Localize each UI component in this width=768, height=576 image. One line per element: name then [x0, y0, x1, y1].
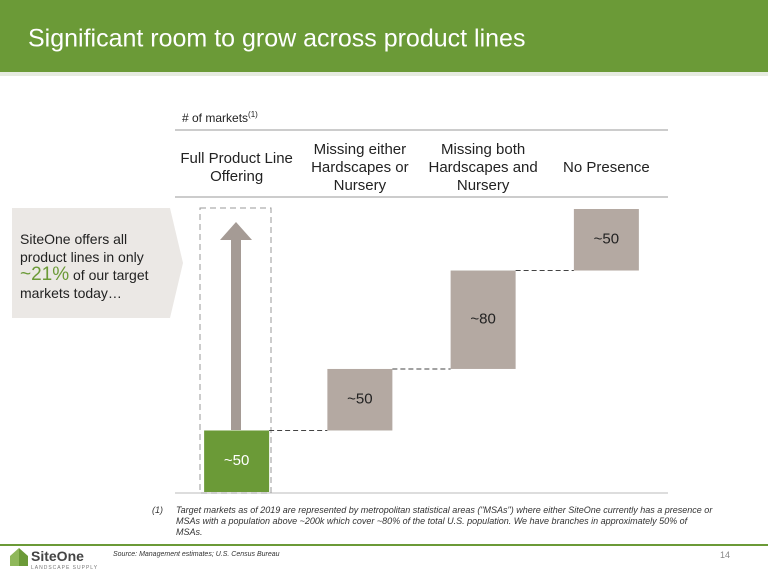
footnote: Target markets as of 2019 are represente… — [176, 505, 713, 537]
category-label: Missing both Hardscapes and Nursery — [428, 141, 538, 194]
bar — [573, 209, 639, 271]
callout-shape — [12, 208, 183, 318]
category-label: No Presence — [563, 159, 650, 176]
category-label: Missing either Hardscapes or Nursery — [311, 141, 409, 194]
bar — [204, 430, 270, 492]
growth-arrow — [220, 222, 252, 430]
slide-title: Significant room to grow across product … — [28, 25, 525, 53]
axis-label-note: (1) — [248, 110, 258, 119]
value-label: ~80 — [470, 311, 495, 328]
callout-highlight: ~21% — [20, 264, 70, 285]
source: Source: Management estimates; U.S. Censu… — [113, 551, 280, 558]
highlight-box — [199, 207, 272, 494]
callout: SiteOne offers all product lines in only… — [20, 230, 170, 302]
logo-icon — [10, 548, 28, 566]
category-label: Full Product Line Offering — [180, 150, 293, 185]
bar — [450, 270, 516, 369]
logo-name: SiteOne — [31, 548, 84, 564]
logo-tagline: LANDSCAPE SUPPLY — [31, 565, 99, 571]
bar — [327, 368, 393, 431]
value-label: ~50 — [594, 231, 619, 248]
callout-text: of our target markets today… — [20, 267, 149, 301]
header-rule — [0, 72, 768, 76]
axis-label: # of markets(1) — [182, 110, 258, 125]
callout-text: SiteOne offers all product lines in only — [20, 231, 144, 265]
axis-label-text: # of markets — [182, 111, 249, 125]
value-label: ~50 — [224, 452, 249, 469]
header-band — [0, 0, 768, 72]
value-label: ~50 — [347, 391, 372, 408]
footnote-marker: (1) — [152, 505, 163, 515]
page-number: 14 — [720, 550, 731, 560]
